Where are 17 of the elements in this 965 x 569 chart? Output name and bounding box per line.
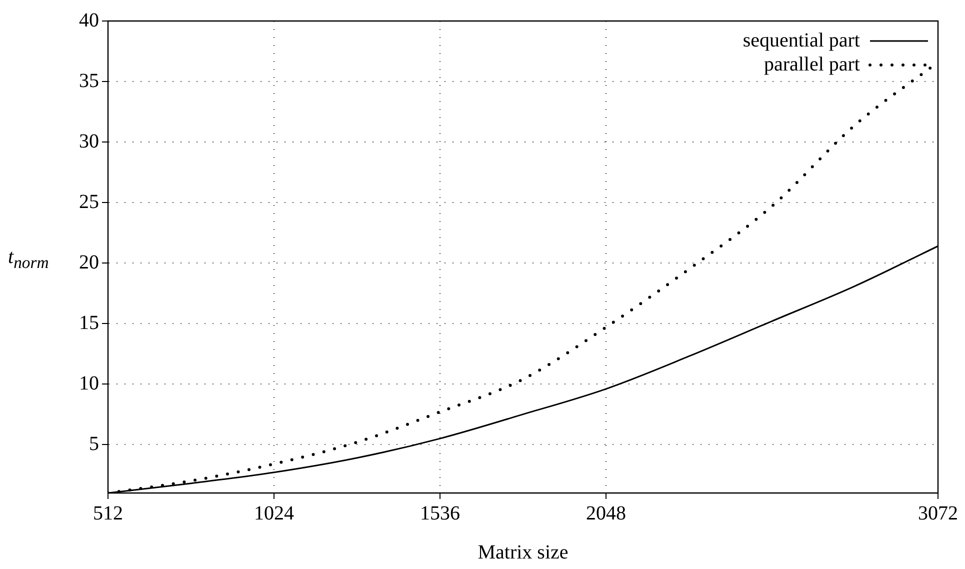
y-tick-label: 35 [79,70,99,92]
x-axis-title: Matrix size [478,541,568,564]
y-tick-label: 5 [89,432,99,455]
x-tick-label: 3072 [918,502,958,524]
y-tick-label: 10 [79,372,99,394]
y-tick-label: 25 [79,190,99,213]
x-tick-label: 2048 [586,502,626,524]
x-tick-label: 1536 [420,502,460,524]
y-tick-label: 20 [79,251,99,274]
y-tick-label: 15 [79,312,99,334]
legend-label: sequential part [742,29,860,52]
y-tick-label: 40 [79,9,99,32]
legend-label: parallel part [764,53,860,76]
y-tick-label: 30 [79,130,99,152]
x-tick-label: 512 [93,502,123,524]
x-tick-label: 1024 [254,502,294,524]
y-axis-title: t$_{norm}$ [8,246,49,273]
